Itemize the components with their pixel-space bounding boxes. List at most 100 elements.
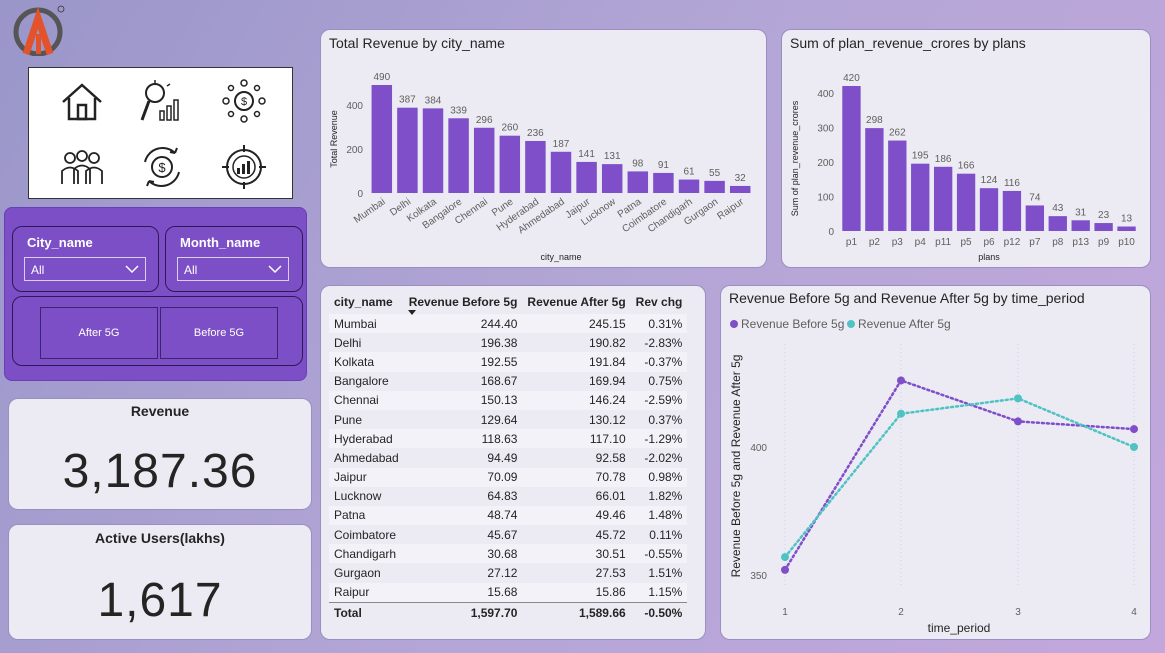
bar-p1 xyxy=(842,86,861,231)
month-slicer-title: Month_name xyxy=(180,235,261,250)
home-icon[interactable] xyxy=(59,78,105,124)
column-header-change[interactable]: Rev chg xyxy=(635,295,683,309)
table-cell-change: -2.83% xyxy=(644,335,683,350)
table-row[interactable]: Mumbai 244.40 245.15 0.31% xyxy=(329,314,688,334)
svg-text:$: $ xyxy=(158,160,166,175)
table-cell-city: Patna xyxy=(329,505,404,526)
total-label: Total xyxy=(329,601,404,623)
month-dropdown[interactable]: All xyxy=(177,257,289,281)
x-tick-label: p6 xyxy=(983,237,995,248)
data-label: 74 xyxy=(1029,192,1041,203)
data-label: 298 xyxy=(866,115,883,126)
y-tick-label: 400 xyxy=(750,443,767,454)
x-tick-label: p8 xyxy=(1052,237,1064,248)
active-users-kpi-card: Active Users(lakhs) 1,617 xyxy=(8,524,312,640)
after-5g-button[interactable]: After 5G xyxy=(40,307,158,359)
x-tick-label: p2 xyxy=(869,237,881,248)
y-tick-label: 350 xyxy=(750,571,767,582)
table-cell-before: 48.74 xyxy=(403,505,523,526)
insights-icon[interactable] xyxy=(139,78,185,124)
navigation-icons-panel: $ $ xyxy=(28,67,293,199)
target-chart-icon[interactable] xyxy=(221,144,267,190)
column-header-after[interactable]: Revenue After 5g xyxy=(527,295,626,309)
data-label: 490 xyxy=(373,72,390,83)
bar-Chennai xyxy=(473,127,495,193)
table-row[interactable]: Lucknow 64.83 66.01 1.82% xyxy=(329,487,687,506)
table-cell-change: 0.98% xyxy=(630,467,688,487)
bar-Delhi xyxy=(397,107,418,193)
table-cell-change: -1.29% xyxy=(630,429,688,449)
finance-network-icon[interactable]: $ xyxy=(221,78,267,124)
y-axis-label: Sum of plan_revenue_crores xyxy=(790,100,800,216)
table-cell-city: Raipur xyxy=(329,582,404,603)
table-cell-change: 1.15% xyxy=(630,582,688,603)
table-row[interactable]: Bangalore 168.67 169.94 0.75% xyxy=(329,372,687,391)
table-cell-city: Bangalore xyxy=(334,374,389,389)
data-label: 195 xyxy=(912,151,929,162)
x-tick-label: p1 xyxy=(846,237,858,248)
table-cell-after: 30.51 xyxy=(522,544,631,564)
y-tick-label: 300 xyxy=(817,123,834,134)
bar-Raipur xyxy=(729,185,751,193)
table-row[interactable]: Gurgaon 27.12 27.53 1.51% xyxy=(329,563,687,582)
data-label: 43 xyxy=(1052,203,1064,214)
table-row[interactable]: Patna 48.74 49.46 1.48% xyxy=(329,505,688,526)
sort-desc-icon xyxy=(407,310,416,315)
table-cell-after: 146.24 xyxy=(522,390,631,410)
table-row[interactable]: Ahmedabad 94.49 92.58 -2.02% xyxy=(329,448,687,467)
before-5g-button[interactable]: Before 5G xyxy=(160,307,278,359)
data-point xyxy=(781,553,789,562)
table-row[interactable]: Jaipur 70.09 70.78 0.98% xyxy=(329,467,688,487)
data-label: 384 xyxy=(425,95,442,106)
table-cell-after: 130.12 xyxy=(588,412,626,427)
legend-marker xyxy=(730,320,738,328)
x-tick-label: p9 xyxy=(1098,237,1110,248)
data-label: 387 xyxy=(399,95,416,106)
table-row[interactable]: Coimbatore 45.67 45.72 0.11% xyxy=(329,525,687,544)
total-change: -0.50% xyxy=(630,601,688,623)
table-row[interactable]: Raipur 15.68 15.86 1.15% xyxy=(329,582,688,603)
chevron-down-icon xyxy=(268,265,282,274)
table-cell-change: 1.51% xyxy=(648,566,683,581)
time-period-line-chart: 1 2 3 4 350 400 time_period Revenue Before 5g a… xyxy=(729,317,1138,635)
data-label: 98 xyxy=(632,158,644,169)
bar-Mumbai xyxy=(371,85,393,193)
revenue-kpi-card: Revenue 3,187.36 xyxy=(8,398,312,510)
series-line-1 xyxy=(783,397,1136,559)
bar-Lucknow xyxy=(601,164,623,193)
money-cycle-icon[interactable]: $ xyxy=(139,144,185,190)
bar-Kolkata xyxy=(422,108,444,193)
svg-text:$: $ xyxy=(241,96,247,108)
city-dropdown[interactable]: All xyxy=(24,257,146,281)
table-cell-before: 70.09 xyxy=(403,467,523,487)
data-label: 420 xyxy=(843,73,860,84)
bar-p4 xyxy=(911,163,930,231)
table-cell-city: Chennai xyxy=(329,390,404,410)
table-row[interactable]: Hyderabad 118.63 117.10 -1.29% xyxy=(329,429,688,449)
users-icon[interactable] xyxy=(59,144,105,190)
data-label: 262 xyxy=(889,128,906,139)
column-header-city[interactable]: city_name xyxy=(334,295,393,309)
table-cell-city: Chandigarh xyxy=(329,544,404,564)
bar-p13 xyxy=(1071,220,1090,231)
table-cell-change: 1.48% xyxy=(630,505,688,526)
column-header-before[interactable]: Revenue Before 5g xyxy=(404,290,523,315)
x-axis-label: city_name xyxy=(540,252,581,262)
data-label: 166 xyxy=(958,161,975,172)
month-slicer: Month_name All xyxy=(165,226,303,292)
x-tick-label: p3 xyxy=(892,237,904,248)
table-row[interactable]: Chandigarh 30.68 30.51 -0.55% xyxy=(329,544,688,564)
column-header-before-label: Revenue Before 5g xyxy=(408,295,518,309)
legend-label: Revenue After 5g xyxy=(858,317,951,331)
table-row[interactable]: Delhi 196.38 190.82 -2.83% xyxy=(329,333,687,352)
y-tick-label: 400 xyxy=(817,89,834,100)
table-cell-before: 27.12 xyxy=(487,566,518,581)
brand-logo xyxy=(13,5,65,56)
table-cell-after: 169.94 xyxy=(588,374,626,389)
table-row[interactable]: Pune 129.64 130.12 0.37% xyxy=(329,410,687,429)
table-row[interactable]: Chennai 150.13 146.24 -2.59% xyxy=(329,390,688,410)
table-row[interactable]: Kolkata 192.55 191.84 -0.37% xyxy=(329,352,688,372)
table-cell-after: 45.72 xyxy=(595,527,626,542)
total-before: 1,597.70 xyxy=(403,601,523,623)
table-cell-after: 27.53 xyxy=(595,566,626,581)
